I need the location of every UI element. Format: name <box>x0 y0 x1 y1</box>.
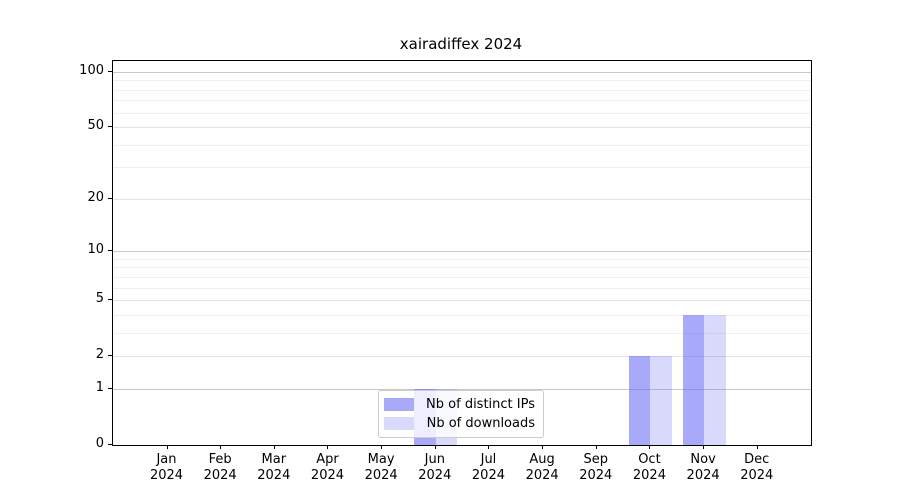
month-label: Nov <box>690 452 716 467</box>
y-tick-label: 100 <box>79 63 104 78</box>
gridline <box>113 388 811 390</box>
month-label: Mar <box>261 452 287 467</box>
month-label: Sep <box>583 452 609 467</box>
x-axis-tick <box>381 445 383 449</box>
gridline-minor <box>113 276 811 278</box>
x-axis-tick <box>595 445 597 449</box>
gridline-minor <box>113 267 811 269</box>
year-label: 2024 <box>149 468 184 483</box>
month-label: Apr <box>316 452 339 467</box>
y-tick-label: 2 <box>95 347 104 363</box>
year-label: 2024 <box>632 468 666 483</box>
bar-downloads-oct <box>650 356 672 445</box>
x-axis-tick <box>166 445 168 449</box>
gridline-minor <box>113 258 811 260</box>
gridline-minor <box>113 100 811 102</box>
bar-downloads-nov <box>704 314 726 445</box>
year-label: 2024 <box>418 468 452 483</box>
bar-distinct-ips-nov <box>682 314 705 445</box>
x-tick-label: Jan 2024 <box>127 452 207 484</box>
year-label: 2024 <box>579 468 613 483</box>
year-label: 2024 <box>310 468 345 483</box>
x-axis-tick <box>756 445 758 449</box>
month-label: May <box>367 452 395 467</box>
gridline <box>113 356 811 358</box>
gridline-minor <box>113 314 811 316</box>
x-axis-tick <box>220 445 222 449</box>
gridline <box>113 300 811 302</box>
month-label: Dec <box>744 452 770 467</box>
y-tick-label: 5 <box>95 291 104 307</box>
gridline-minor <box>113 112 811 114</box>
month-label: Aug <box>529 452 555 467</box>
x-axis-tick <box>488 445 490 449</box>
legend-row-downloads: Nb of downloads <box>384 416 535 431</box>
gridline <box>113 127 811 129</box>
year-label: 2024 <box>203 468 237 483</box>
x-tick-label: Mar 2024 <box>234 452 314 484</box>
gridline <box>113 251 811 253</box>
x-tick-label: Nov 2024 <box>663 452 743 484</box>
y-tick-label: 10 <box>87 242 104 258</box>
month-label: Feb <box>208 452 232 467</box>
y-axis-tick <box>108 387 112 389</box>
year-label: 2024 <box>364 468 398 483</box>
x-tick-label: Sep 2024 <box>556 452 636 484</box>
month-label: Jul <box>480 452 497 467</box>
x-axis-tick <box>703 445 705 449</box>
plot-area <box>112 60 812 446</box>
month-label: Jun <box>424 452 445 467</box>
chart-title: xairadiffex 2024 <box>399 35 523 53</box>
month-label: Oct <box>638 452 661 467</box>
y-axis-tick <box>108 355 112 357</box>
x-tick-label: Dec 2024 <box>717 452 797 484</box>
month-label: Jan <box>156 452 177 467</box>
y-tick-label: 1 <box>95 379 104 395</box>
gridline-minor <box>113 167 811 169</box>
y-axis-tick <box>108 444 112 445</box>
gridline-minor <box>113 332 811 334</box>
bar-distinct-ips-oct <box>628 356 651 445</box>
year-label: 2024 <box>740 468 774 483</box>
x-tick-label: Apr 2024 <box>287 452 367 484</box>
year-label: 2024 <box>525 468 559 483</box>
gridline-minor <box>113 80 811 82</box>
legend: Nb of distinct IPs Nb of downloads <box>378 390 544 438</box>
x-tick-label: Jul 2024 <box>448 452 528 484</box>
y-axis-tick <box>108 71 112 72</box>
y-axis-tick <box>108 299 112 301</box>
x-axis-tick <box>273 445 275 449</box>
gridline-minor <box>113 144 811 146</box>
x-axis-tick <box>542 445 544 449</box>
x-axis-tick <box>327 445 329 449</box>
gridline <box>113 198 811 200</box>
y-axis-tick <box>108 197 112 199</box>
y-axis-tick <box>108 250 112 252</box>
year-label: 2024 <box>471 468 505 483</box>
legend-label-distinct-ips: Nb of distinct IPs <box>426 397 535 412</box>
x-tick-label: Jun 2024 <box>395 452 475 484</box>
legend-row-distinct-ips: Nb of distinct IPs <box>384 397 535 412</box>
downloads-swatch-icon <box>384 417 414 430</box>
y-tick-label: 50 <box>87 118 104 134</box>
y-tick-label: 20 <box>87 189 104 205</box>
gridline <box>113 72 811 73</box>
year-label: 2024 <box>257 468 291 483</box>
gridline-minor <box>113 287 811 289</box>
distinct-ips-swatch-icon <box>384 398 414 411</box>
gridline-minor <box>113 89 811 91</box>
x-tick-label: Aug 2024 <box>502 452 582 484</box>
x-axis-tick <box>434 445 436 449</box>
y-axis-tick <box>108 126 112 128</box>
x-tick-label: Oct 2024 <box>609 452 689 484</box>
x-axis-tick <box>649 445 651 449</box>
y-tick-label: 0 <box>95 436 104 451</box>
legend-label-downloads: Nb of downloads <box>426 416 535 431</box>
year-label: 2024 <box>686 468 720 483</box>
x-tick-label: Feb 2024 <box>180 452 260 484</box>
x-tick-label: May 2024 <box>341 452 421 484</box>
